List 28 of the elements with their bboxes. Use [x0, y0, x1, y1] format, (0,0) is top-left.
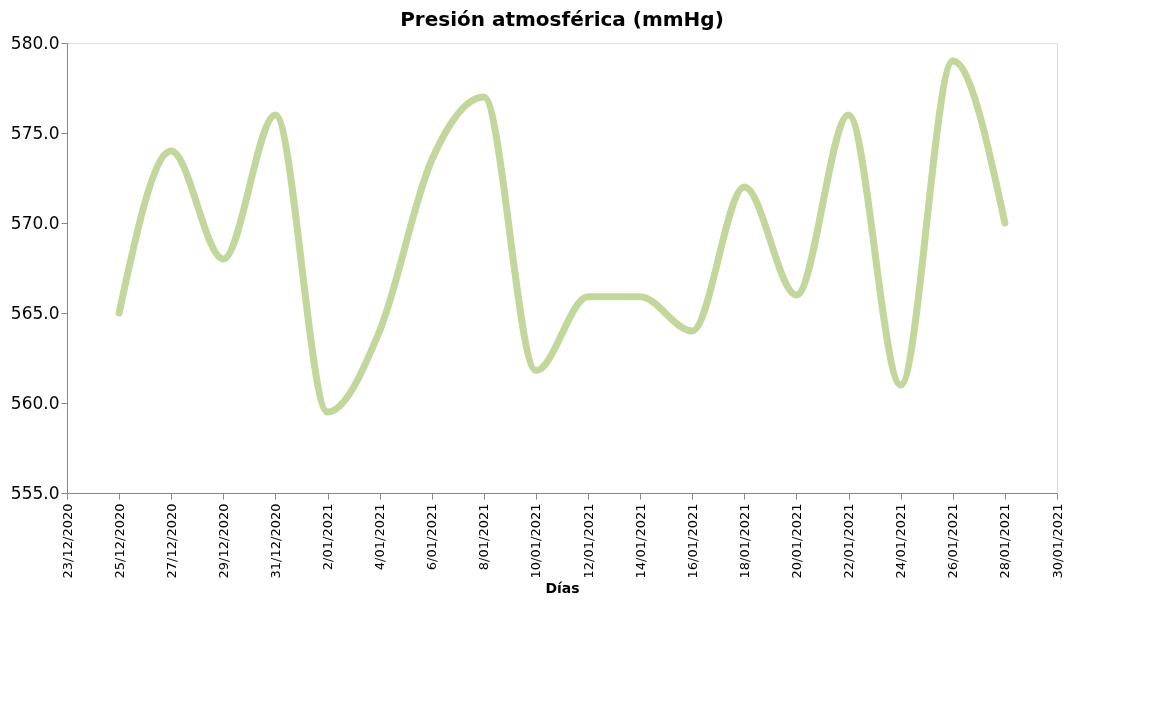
x-tick-label: 30/01/2021	[1049, 503, 1065, 579]
x-tick-label: 8/01/2021	[476, 503, 492, 571]
x-tick-label: 20/01/2021	[788, 503, 804, 579]
x-tick-label: 27/12/2020	[163, 503, 179, 579]
y-tick-label: 580.0	[10, 32, 60, 53]
x-tick-label: 26/01/2021	[945, 503, 961, 579]
y-tick-label: 570.0	[10, 212, 60, 233]
x-tick-label: 24/01/2021	[893, 503, 909, 579]
x-axis-title: Días	[545, 580, 580, 597]
x-tick-label: 10/01/2021	[528, 503, 544, 579]
x-tick-label: 25/12/2020	[111, 503, 127, 579]
x-tick-label: 31/12/2020	[267, 503, 283, 579]
x-tick-label: 28/01/2021	[997, 503, 1013, 579]
x-tick-label: 22/01/2021	[841, 503, 857, 579]
y-tick-label: 560.0	[10, 392, 60, 413]
x-tick-label: 16/01/2021	[684, 503, 700, 579]
x-tick-label: 12/01/2021	[580, 503, 596, 579]
x-tick-label: 29/12/2020	[215, 503, 231, 579]
x-tick-label: 4/01/2021	[372, 503, 388, 571]
y-tick-label: 575.0	[10, 122, 60, 143]
y-tick-label: 565.0	[10, 302, 60, 323]
x-tick-label: 14/01/2021	[632, 503, 648, 579]
x-tick-label: 18/01/2021	[736, 503, 752, 579]
y-tick-label: 555.0	[10, 482, 60, 503]
x-tick-label: 23/12/2020	[59, 503, 75, 579]
chart-title: Presión atmosférica (mmHg)	[400, 7, 724, 31]
x-tick-label: 2/01/2021	[320, 503, 336, 571]
x-tick-label: 6/01/2021	[424, 503, 440, 571]
